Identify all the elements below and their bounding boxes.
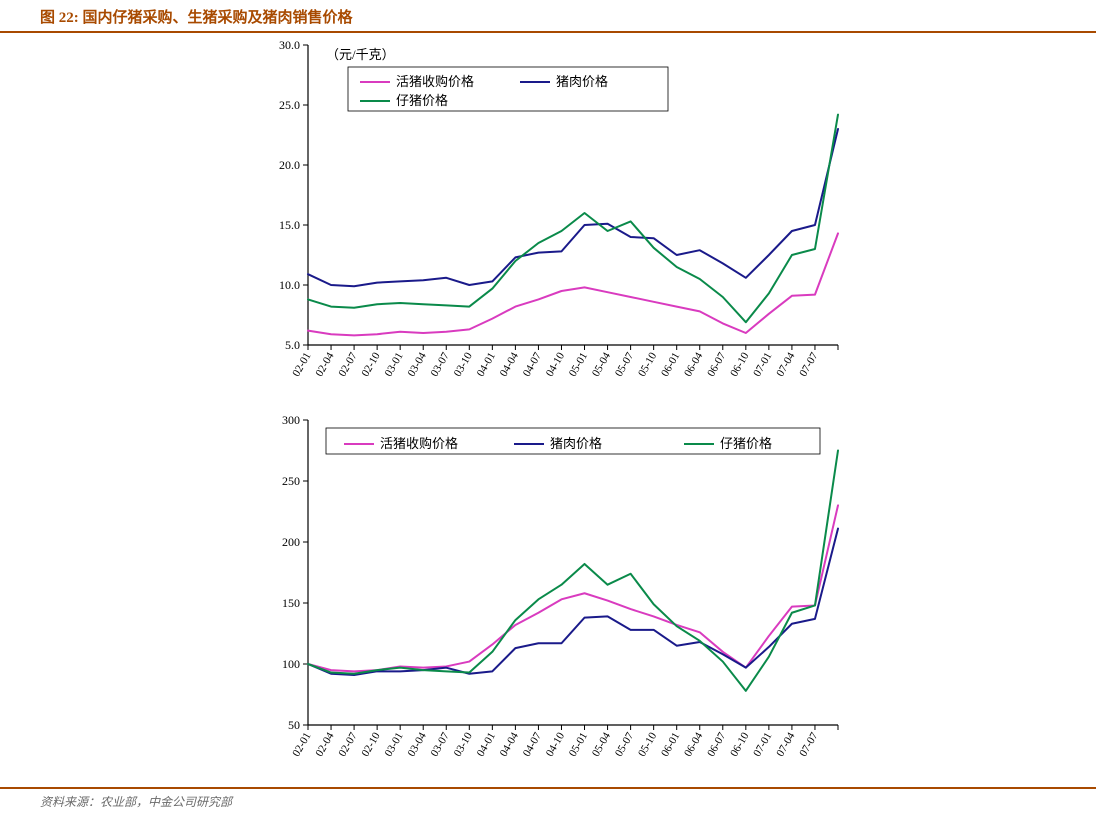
- svg-text:07-07: 07-07: [797, 730, 820, 759]
- svg-text:04-10: 04-10: [544, 730, 567, 759]
- svg-text:03-04: 03-04: [406, 730, 429, 759]
- svg-text:07-01: 07-01: [751, 351, 774, 379]
- svg-text:04-07: 04-07: [521, 350, 544, 379]
- svg-text:04-01: 04-01: [475, 351, 498, 379]
- svg-text:06-10: 06-10: [728, 350, 751, 379]
- svg-text:05-07: 05-07: [613, 350, 636, 379]
- svg-text:03-07: 03-07: [429, 730, 452, 759]
- legend-item-live: 活猪收购价格: [380, 436, 458, 451]
- charts-area: 5.010.015.020.025.030.002-0102-0402-0702…: [0, 33, 1096, 787]
- svg-text:06-04: 06-04: [682, 350, 705, 379]
- chart-2: 5010015020025030002-0102-0402-0702-1003-…: [238, 405, 858, 785]
- svg-text:03-04: 03-04: [406, 350, 429, 379]
- svg-text:05-10: 05-10: [636, 350, 659, 379]
- svg-text:07-04: 07-04: [774, 730, 797, 759]
- svg-text:07-04: 07-04: [774, 350, 797, 379]
- svg-text:03-01: 03-01: [383, 351, 406, 379]
- svg-text:100: 100: [282, 657, 300, 671]
- svg-text:05-04: 05-04: [590, 730, 613, 759]
- svg-text:02-04: 02-04: [313, 350, 336, 379]
- svg-text:02-01: 02-01: [290, 731, 313, 759]
- svg-text:05-01: 05-01: [567, 731, 590, 759]
- svg-text:06-01: 06-01: [659, 731, 682, 759]
- svg-text:25.0: 25.0: [279, 98, 300, 112]
- svg-text:15.0: 15.0: [279, 218, 300, 232]
- svg-text:10.0: 10.0: [279, 278, 300, 292]
- series-piglet: [308, 451, 838, 691]
- svg-text:06-10: 06-10: [728, 730, 751, 759]
- svg-text:05-07: 05-07: [613, 730, 636, 759]
- series-pork: [308, 129, 838, 286]
- svg-text:02-10: 02-10: [360, 350, 383, 379]
- svg-text:02-01: 02-01: [290, 351, 313, 379]
- svg-text:03-07: 03-07: [429, 350, 452, 379]
- svg-text:07-07: 07-07: [797, 350, 820, 379]
- svg-text:06-04: 06-04: [682, 730, 705, 759]
- legend-item-live: 活猪收购价格: [396, 74, 474, 89]
- svg-text:02-04: 02-04: [313, 730, 336, 759]
- svg-text:03-10: 03-10: [452, 350, 475, 379]
- series-live: [308, 505, 838, 671]
- svg-text:02-07: 02-07: [336, 730, 359, 759]
- chart-1: 5.0 10.0 15.0 20.0 25.0 30.0 02-0102-0402-0702…: [238, 35, 858, 405]
- svg-text:5.0: 5.0: [285, 338, 300, 352]
- svg-text:06-07: 06-07: [705, 350, 728, 379]
- y-unit-label: （元/千克）: [326, 47, 395, 62]
- svg-text:07-01: 07-01: [751, 731, 774, 759]
- svg-text:06-07: 06-07: [705, 730, 728, 759]
- svg-text:04-01: 04-01: [475, 731, 498, 759]
- legend-item-pork: 猪肉价格: [550, 436, 602, 451]
- svg-text:02-07: 02-07: [336, 350, 359, 379]
- svg-text:02-10: 02-10: [360, 730, 383, 759]
- svg-text:03-10: 03-10: [452, 730, 475, 759]
- svg-text:05-01: 05-01: [567, 351, 590, 379]
- svg-text:200: 200: [282, 535, 300, 549]
- svg-text:06-01: 06-01: [659, 351, 682, 379]
- svg-text:05-04: 05-04: [590, 350, 613, 379]
- svg-text:150: 150: [282, 596, 300, 610]
- svg-text:250: 250: [282, 474, 300, 488]
- svg-text:300: 300: [282, 413, 300, 427]
- series-live: [308, 233, 838, 335]
- svg-text:04-04: 04-04: [498, 350, 521, 379]
- source-label: 资料来源：农业部，中金公司研究部: [0, 787, 1096, 814]
- svg-text:30.0: 30.0: [279, 38, 300, 52]
- figure-title: 图 22: 国内仔猪采购、生猪采购及猪肉销售价格: [0, 0, 1096, 33]
- svg-text:04-10: 04-10: [544, 350, 567, 379]
- series-pork: [308, 529, 838, 675]
- svg-text:20.0: 20.0: [279, 158, 300, 172]
- svg-text:04-07: 04-07: [521, 730, 544, 759]
- legend-item-piglet: 仔猪价格: [396, 93, 448, 108]
- svg-text:04-04: 04-04: [498, 730, 521, 759]
- svg-text:03-01: 03-01: [383, 731, 406, 759]
- legend-item-piglet: 仔猪价格: [720, 436, 772, 451]
- svg-text:50: 50: [288, 718, 300, 732]
- series-piglet: [308, 115, 838, 323]
- svg-text:05-10: 05-10: [636, 730, 659, 759]
- legend-item-pork: 猪肉价格: [556, 74, 608, 89]
